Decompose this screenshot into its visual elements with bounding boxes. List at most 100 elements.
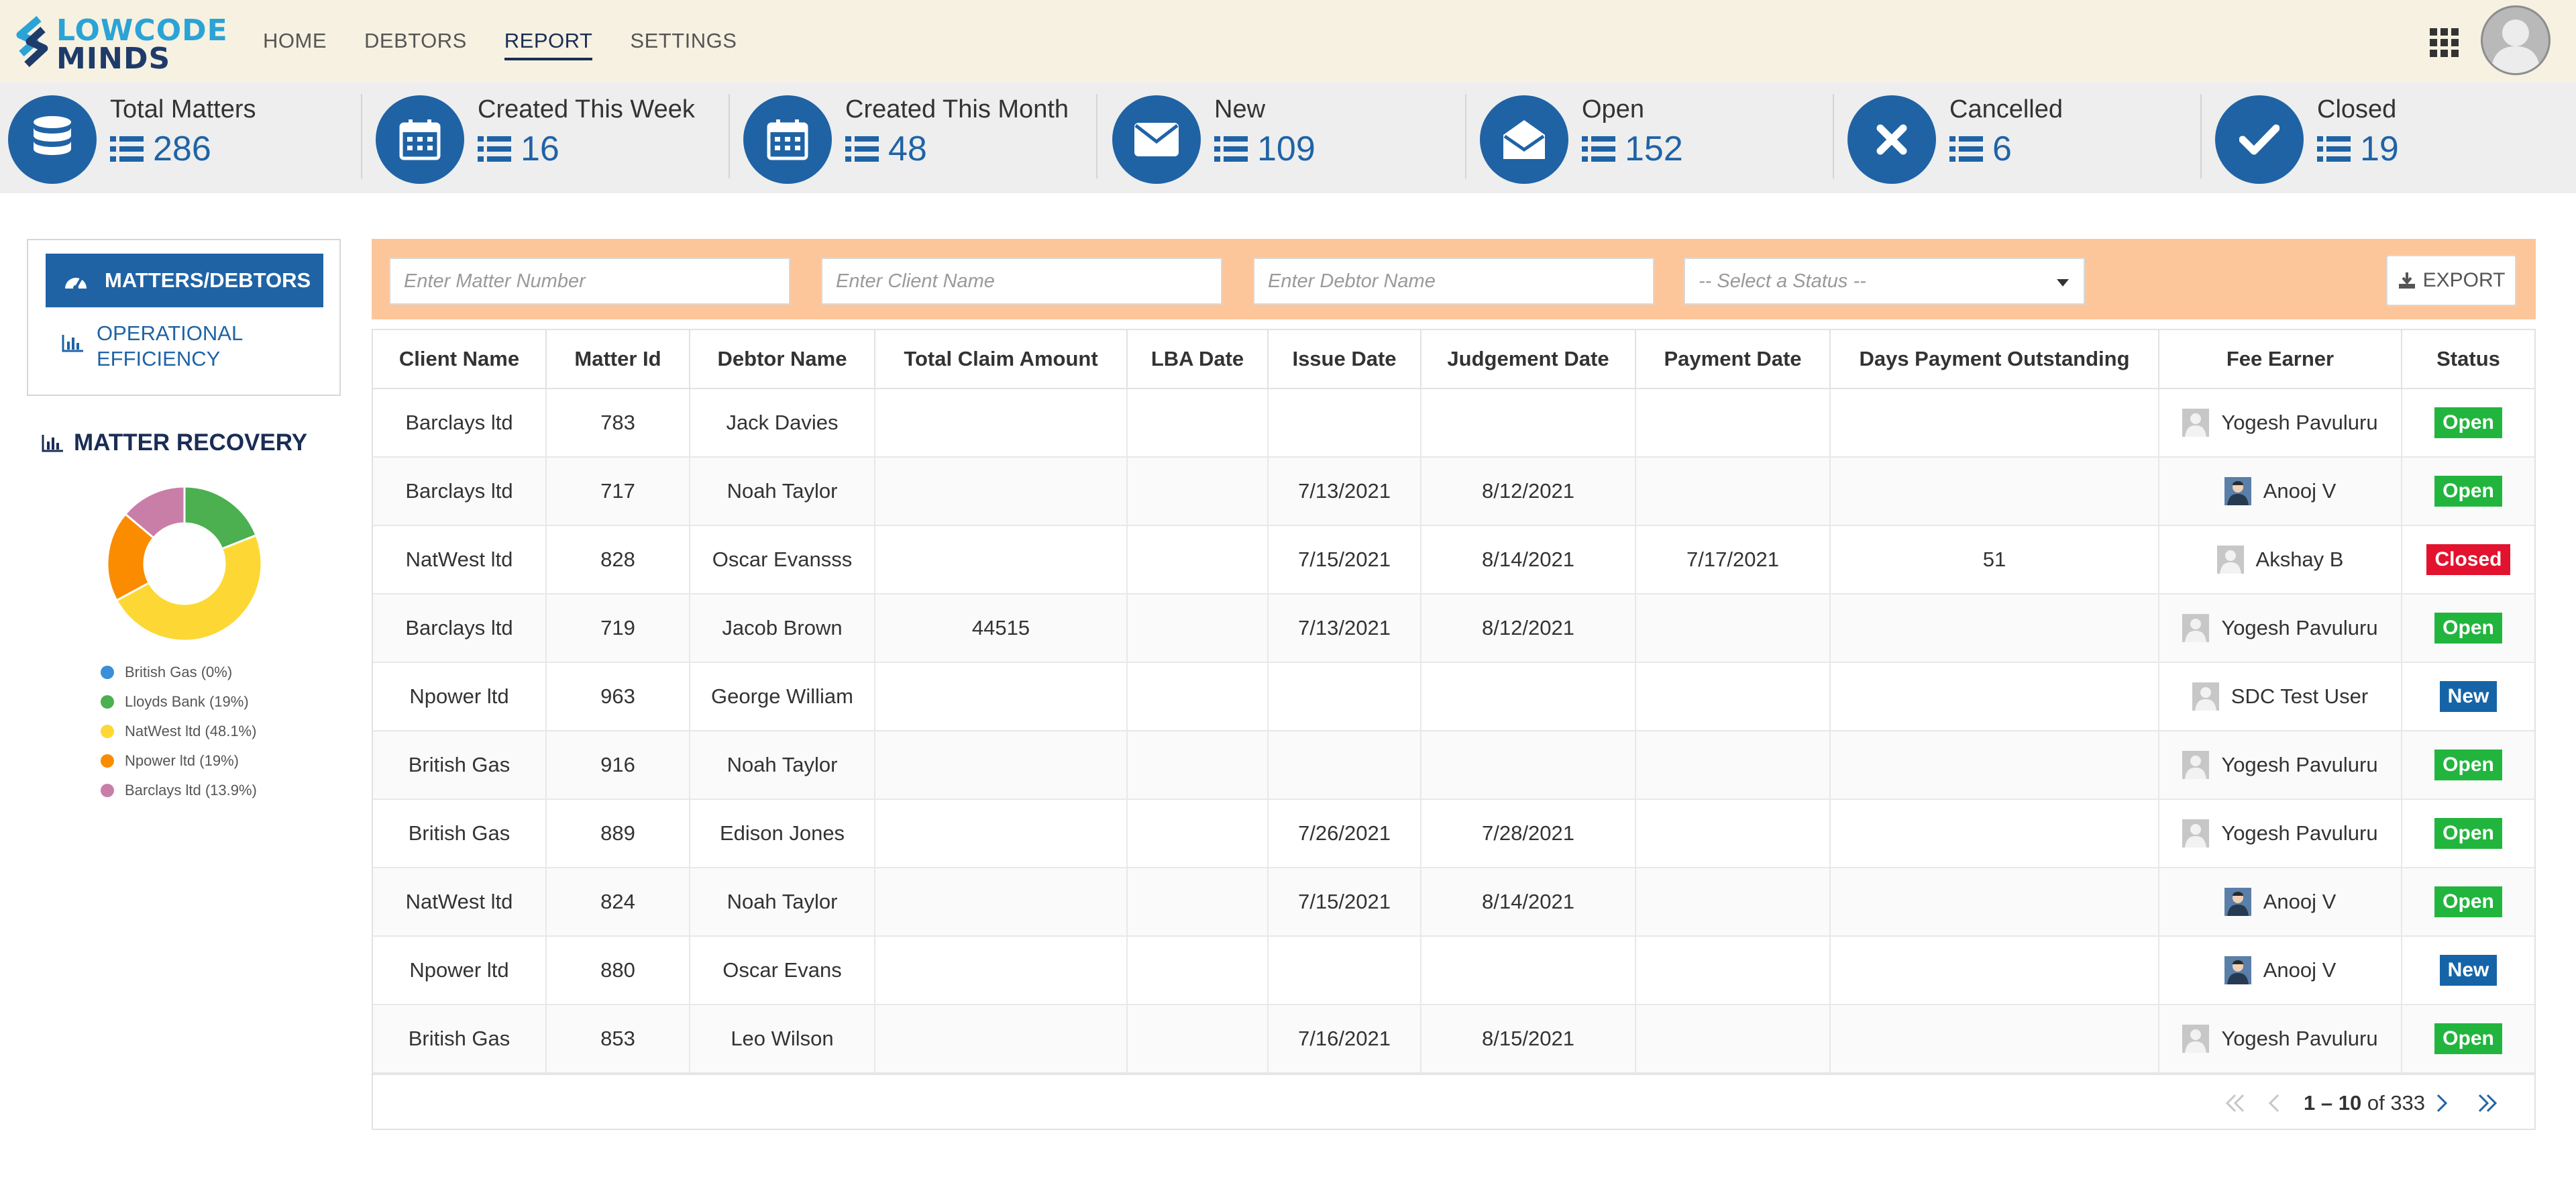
- cell-debtor-name: George William: [690, 662, 875, 731]
- table-row[interactable]: Npower ltd 880 Oscar Evans Anooj V New: [373, 936, 2534, 1005]
- col-payment-date[interactable]: Payment Date: [1635, 330, 1831, 389]
- matter-number-input[interactable]: [389, 258, 790, 305]
- table-row[interactable]: Npower ltd 963 George William SDC Test User…: [373, 662, 2534, 731]
- col-days-payment-outstanding[interactable]: Days Payment Outstanding: [1830, 330, 2159, 389]
- cell-judgement-date: [1421, 731, 1636, 800]
- nav-settings[interactable]: SETTINGS: [630, 29, 737, 52]
- legend-item[interactable]: Barclays ltd (13.9%): [101, 776, 257, 805]
- fee-earner: Anooj V: [2159, 956, 2401, 984]
- donut-slice[interactable]: [115, 533, 263, 642]
- matter-recovery-title: MATTER RECOVERY: [42, 429, 307, 456]
- stat-label: Cancelled: [1949, 95, 2063, 123]
- col-issue-date[interactable]: Issue Date: [1268, 330, 1421, 389]
- legend-swatch: [101, 695, 114, 709]
- col-debtor-name[interactable]: Debtor Name: [690, 330, 875, 389]
- previous-page-icon[interactable]: [2266, 1092, 2282, 1114]
- cell-days-payment-outstanding: [1830, 594, 2159, 663]
- cell-fee-earner: Yogesh Pavuluru: [2159, 594, 2402, 663]
- sidebar-item-matters-debtors[interactable]: MATTERS/DEBTORS: [46, 254, 323, 307]
- cell-fee-earner: Anooj V: [2159, 868, 2402, 937]
- cell-days-payment-outstanding: [1830, 662, 2159, 731]
- stat-new[interactable]: New 109: [1104, 82, 1466, 193]
- apps-grid-icon[interactable]: [2430, 28, 2459, 58]
- legend-item[interactable]: NatWest ltd (48.1%): [101, 717, 257, 746]
- nav-debtors[interactable]: DEBTORS: [364, 29, 467, 52]
- nav-report[interactable]: REPORT: [504, 0, 593, 82]
- cell-matter-id: 783: [546, 389, 690, 458]
- status-badge: Open: [2434, 1023, 2502, 1054]
- stat-divider: [1833, 94, 1834, 178]
- matter-recovery-title-text: MATTER RECOVERY: [74, 429, 308, 456]
- stat-cancelled[interactable]: Cancelled 6: [1839, 82, 2202, 193]
- table-row[interactable]: British Gas 916 Noah Taylor Yogesh Pavuluru…: [373, 731, 2534, 800]
- cell-debtor-name: Edison Jones: [690, 799, 875, 868]
- table-row[interactable]: Barclays ltd 717 Noah Taylor 7/13/2021 8/12/…: [373, 457, 2534, 526]
- cell-lba-date: [1127, 457, 1269, 526]
- cell-client-name: Npower ltd: [373, 936, 547, 1005]
- stat-total-matters[interactable]: Total Matters 286: [0, 82, 362, 193]
- table-row[interactable]: NatWest ltd 824 Noah Taylor 7/15/2021 8/14/2…: [373, 868, 2534, 937]
- cell-days-payment-outstanding: [1830, 731, 2159, 800]
- legend-item[interactable]: Lloyds Bank (19%): [101, 687, 257, 717]
- stat-value: 6: [1949, 129, 2012, 169]
- brand-logo[interactable]: LOWCODE MINDS: [12, 12, 227, 74]
- last-page-icon[interactable]: [2475, 1092, 2500, 1114]
- report-sidebar: MATTERS/DEBTORS OPERATIONAL EFFICIENCY: [27, 239, 341, 396]
- cell-client-name: Npower ltd: [373, 662, 547, 731]
- database-icon: [8, 95, 97, 184]
- status-select[interactable]: -- Select a Status --: [1684, 258, 2085, 305]
- col-lba-date[interactable]: LBA Date: [1127, 330, 1269, 389]
- stat-created-this-month[interactable]: Created This Month 48: [735, 82, 1097, 193]
- export-button[interactable]: EXPORT: [2386, 255, 2516, 306]
- col-client-name[interactable]: Client Name: [373, 330, 547, 389]
- legend-item[interactable]: British Gas (0%): [101, 658, 257, 687]
- legend-item[interactable]: Npower ltd (19%): [101, 746, 257, 776]
- legend-swatch: [101, 754, 114, 768]
- col-matter-id[interactable]: Matter Id: [546, 330, 690, 389]
- cell-payment-date: [1635, 799, 1831, 868]
- table-row[interactable]: British Gas 889 Edison Jones 7/26/2021 7/28/…: [373, 799, 2534, 868]
- nav-home[interactable]: HOME: [263, 29, 327, 52]
- check-icon: [2215, 95, 2304, 184]
- dashboard-icon: [63, 270, 89, 291]
- table-row[interactable]: Barclays ltd 719 Jacob Brown 44515 7/13/2021…: [373, 594, 2534, 663]
- table-row[interactable]: British Gas 853 Leo Wilson 7/16/2021 8/15/20…: [373, 1005, 2534, 1074]
- status-badge: Open: [2434, 750, 2502, 780]
- user-photo-icon: [2224, 888, 2251, 916]
- export-label: EXPORT: [2422, 269, 2506, 291]
- cell-total-claim-amount: [875, 936, 1128, 1005]
- table-row[interactable]: NatWest ltd 828 Oscar Evansss 7/15/2021 8/14…: [373, 525, 2534, 595]
- stat-closed[interactable]: Closed 19: [2207, 82, 2569, 193]
- stat-divider: [1096, 94, 1097, 178]
- col-judgement-date[interactable]: Judgement Date: [1421, 330, 1636, 389]
- logo-mark-icon: [16, 15, 48, 68]
- legend-swatch: [101, 725, 114, 738]
- col-total-claim-amount[interactable]: Total Claim Amount: [875, 330, 1128, 389]
- first-page-icon[interactable]: [2223, 1092, 2247, 1114]
- cell-debtor-name: Oscar Evansss: [690, 525, 875, 595]
- client-name-input[interactable]: [821, 258, 1222, 305]
- donut-slice[interactable]: [123, 485, 186, 539]
- stat-created-this-week[interactable]: Created This Week 16: [368, 82, 730, 193]
- stat-number: 19: [2360, 130, 2399, 168]
- cell-lba-date: [1127, 799, 1269, 868]
- user-avatar[interactable]: [2481, 5, 2551, 75]
- col-status[interactable]: Status: [2402, 330, 2534, 389]
- stat-open[interactable]: Open 152: [1472, 82, 1834, 193]
- fee-earner-name: Anooj V: [2263, 890, 2337, 913]
- page-range: 1 – 10: [2304, 1091, 2362, 1115]
- col-fee-earner[interactable]: Fee Earner: [2159, 330, 2402, 389]
- next-page-icon[interactable]: [2434, 1092, 2450, 1114]
- cell-fee-earner: Yogesh Pavuluru: [2159, 1005, 2402, 1074]
- status-badge: Open: [2434, 613, 2502, 644]
- cell-status: New: [2402, 662, 2534, 731]
- fee-earner: Yogesh Pavuluru: [2159, 1025, 2401, 1053]
- stat-value: 48: [845, 129, 927, 169]
- table-row[interactable]: Barclays ltd 783 Jack Davies Yogesh Pavulur…: [373, 389, 2534, 458]
- debtor-name-input[interactable]: [1253, 258, 1654, 305]
- cell-matter-id: 828: [546, 525, 690, 595]
- fee-earner-name: Anooj V: [2263, 479, 2337, 503]
- cell-debtor-name: Noah Taylor: [690, 731, 875, 800]
- cell-lba-date: [1127, 1005, 1269, 1074]
- user-placeholder-icon: [2182, 819, 2210, 847]
